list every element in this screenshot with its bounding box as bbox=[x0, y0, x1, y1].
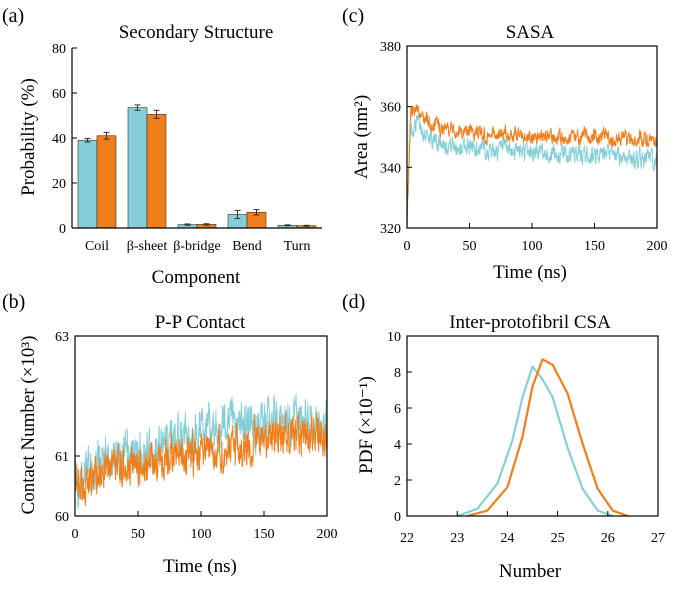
x-tick-label-b: 50 bbox=[131, 527, 145, 542]
panel-c: (c) SASA Time (ns) Area (nm²) 3203403603… bbox=[342, 5, 668, 283]
y-axis-label-b: Contact Number (×10³) bbox=[18, 336, 39, 515]
y-tick-label-a: 40 bbox=[52, 132, 66, 147]
panel-a: (a) Secondary Structure Component Probab… bbox=[2, 5, 322, 288]
series-line-orange bbox=[406, 104, 658, 229]
panel-label-c: (c) bbox=[342, 5, 364, 27]
bar-orange-β-sheet bbox=[146, 114, 167, 229]
y-tick-label-b: 63 bbox=[55, 330, 69, 345]
x-tick-label-d: 24 bbox=[500, 531, 514, 546]
category-label: Turn bbox=[284, 239, 311, 254]
panel-d: (d) Inter-protofibril CSA Number PDF (×1… bbox=[342, 291, 665, 582]
category-label: β-sheet bbox=[127, 239, 168, 254]
y-tick-label-c: 380 bbox=[380, 40, 401, 55]
series-line-orange bbox=[74, 411, 328, 507]
y-tick-label-b: 61 bbox=[55, 450, 69, 465]
chart-title-c: SASA bbox=[506, 22, 555, 43]
y-tick-label-d: 2 bbox=[394, 474, 401, 489]
series-line-cyan bbox=[406, 114, 658, 229]
y-tick-label-d: 4 bbox=[394, 438, 401, 453]
x-tick-label-c: 150 bbox=[584, 239, 605, 254]
y-tick-label-a: 0 bbox=[59, 222, 66, 237]
axes-c: 320 340 360 380 0 50 100 150 200 bbox=[380, 40, 668, 254]
x-axis-label-b: Time (ns) bbox=[163, 556, 237, 577]
y-tick-label-a: 60 bbox=[52, 87, 66, 102]
bar-orange-Coil bbox=[96, 135, 117, 229]
x-tick-label-d: 25 bbox=[551, 531, 565, 546]
y-tick-label-c: 340 bbox=[380, 161, 401, 176]
x-tick-label-b: 200 bbox=[317, 527, 338, 542]
category-label: β-bridge bbox=[173, 239, 221, 254]
x-tick-label-d: 23 bbox=[450, 531, 464, 546]
y-tick-label-b: 60 bbox=[55, 510, 69, 525]
panel-label-a: (a) bbox=[2, 5, 24, 27]
x-tick-label-b: 150 bbox=[254, 527, 275, 542]
x-tick-label-d: 26 bbox=[601, 531, 615, 546]
series-line-cyan bbox=[456, 365, 614, 518]
y-tick-label-a: 80 bbox=[52, 42, 66, 57]
x-tick-label-c: 50 bbox=[463, 239, 477, 254]
plot-frame-d bbox=[406, 335, 659, 517]
bar-cyan-Coil bbox=[77, 139, 98, 229]
y-tick-label-d: 10 bbox=[387, 330, 401, 345]
y-tick-label-c: 320 bbox=[380, 222, 401, 237]
panel-label-b: (b) bbox=[2, 291, 25, 313]
panel-label-d: (d) bbox=[342, 291, 365, 313]
y-tick-label-a: 20 bbox=[52, 177, 66, 192]
y-tick-label-c: 360 bbox=[380, 101, 401, 116]
y-tick-label-d: 8 bbox=[394, 366, 401, 381]
y-axis-label-c: Area (nm²) bbox=[351, 95, 372, 179]
y-axis-label-a: Probability (%) bbox=[18, 78, 39, 196]
chart-title-a: Secondary Structure bbox=[119, 22, 274, 43]
x-axis-label-d: Number bbox=[499, 561, 562, 582]
axes-b: 60 61 63 0 50 100 150 200 bbox=[55, 330, 338, 542]
chart-title-b: P-P Contact bbox=[155, 312, 246, 333]
x-axis-label-c: Time (ns) bbox=[493, 262, 567, 283]
chart-title-d: Inter-protofibril CSA bbox=[449, 312, 611, 333]
series-line-orange bbox=[466, 358, 629, 518]
x-tick-label-b: 100 bbox=[191, 527, 212, 542]
bar-cyan-β-sheet bbox=[127, 107, 148, 229]
x-axis-label-a: Component bbox=[152, 267, 241, 288]
category-label: Bend bbox=[232, 239, 262, 254]
x-tick-label-c: 200 bbox=[647, 239, 668, 254]
x-tick-label-d: 22 bbox=[400, 531, 414, 546]
panel-b: (b) P-P Contact Time (ns) Contact Number… bbox=[2, 291, 338, 577]
x-tick-label-c: 0 bbox=[404, 239, 411, 254]
axes-a: 0 20 40 60 80 Coil β-sheet β-bridge Bend Turn bbox=[52, 42, 322, 254]
x-tick-label-c: 100 bbox=[522, 239, 543, 254]
x-tick-label-d: 27 bbox=[651, 531, 665, 546]
y-tick-label-d: 6 bbox=[394, 402, 401, 417]
x-tick-label-b: 0 bbox=[72, 527, 79, 542]
y-tick-label-d: 0 bbox=[394, 510, 401, 525]
y-axis-label-d: PDF (×10⁻¹) bbox=[356, 376, 377, 474]
category-label: Coil bbox=[85, 239, 109, 254]
